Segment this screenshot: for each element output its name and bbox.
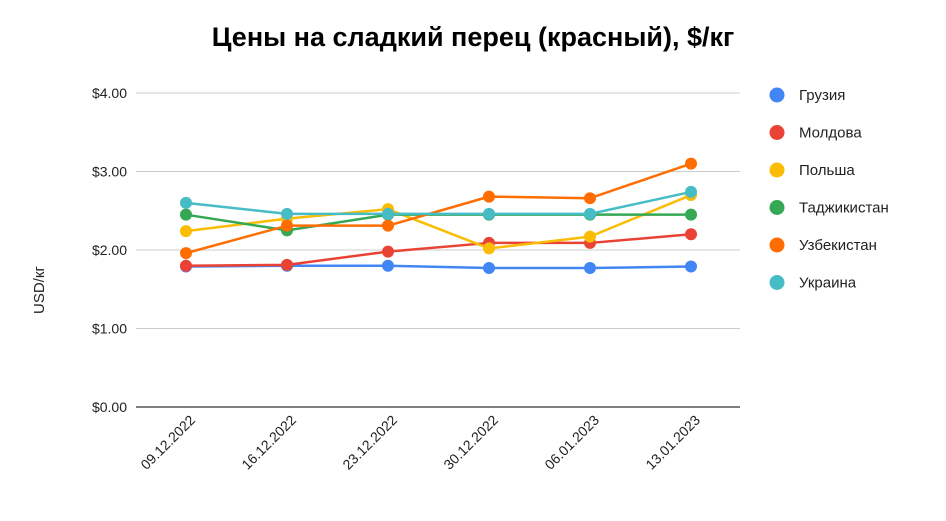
data-point [382,245,394,258]
y-tick-label: $3.00 [92,164,127,180]
series-Узбекистан [180,157,697,260]
series-Молдова [180,228,697,272]
data-point [180,259,192,272]
legend-label: Молдова [799,125,862,142]
series-line [185,162,692,255]
data-point [685,185,697,198]
data-point [584,230,596,243]
y-tick-label: $1.00 [92,321,127,337]
data-point [382,259,394,272]
y-tick-label: $0.00 [92,399,127,415]
data-point [685,228,697,241]
legend-marker [769,125,785,140]
data-point [483,262,495,275]
series-line [185,190,692,216]
y-axis-label: USD/кг [31,266,48,314]
legend-label: Украина [799,275,857,292]
data-point [483,242,495,255]
legend-label: Польша [799,162,855,179]
y-tick-label: $4.00 [92,85,127,101]
data-point [584,192,596,205]
x-tick-label: 23.12.2022 [339,412,400,473]
data-point [382,219,394,232]
x-tick-label: 09.12.2022 [137,412,198,473]
chart-title: Цены на сладкий перец (красный), $/кг [211,22,735,52]
data-point [685,260,697,273]
data-point [180,247,192,260]
legend-marker [769,200,785,215]
data-point [483,207,495,220]
data-point [685,157,697,170]
data-point [180,208,192,221]
x-tick-label: 13.01.2023 [642,412,703,473]
data-point [281,219,293,232]
x-tick-label: 30.12.2022 [440,412,501,473]
legend-label: Грузия [799,87,845,104]
legend-marker [769,87,785,103]
legend-label: Узбекистан [799,237,877,254]
y-tick-label: $2.00 [92,242,127,258]
legend-marker [769,162,785,178]
data-point [281,258,293,271]
legend-label: Таджикистан [799,200,889,217]
legend-marker [769,275,785,290]
data-point [180,196,192,209]
data-point [180,225,192,238]
data-point [483,190,495,203]
x-tick-label: 16.12.2022 [238,412,299,473]
data-point [281,207,293,220]
series-Украина [180,185,697,220]
legend-marker [769,237,785,253]
series-Польша [180,189,697,255]
data-point [382,207,394,220]
x-tick-label: 06.01.2023 [541,412,602,473]
data-point [584,262,596,275]
data-point [685,208,697,221]
series-Грузия [180,259,697,275]
data-point [584,207,596,220]
series-line [185,233,692,267]
series-line [185,193,692,250]
